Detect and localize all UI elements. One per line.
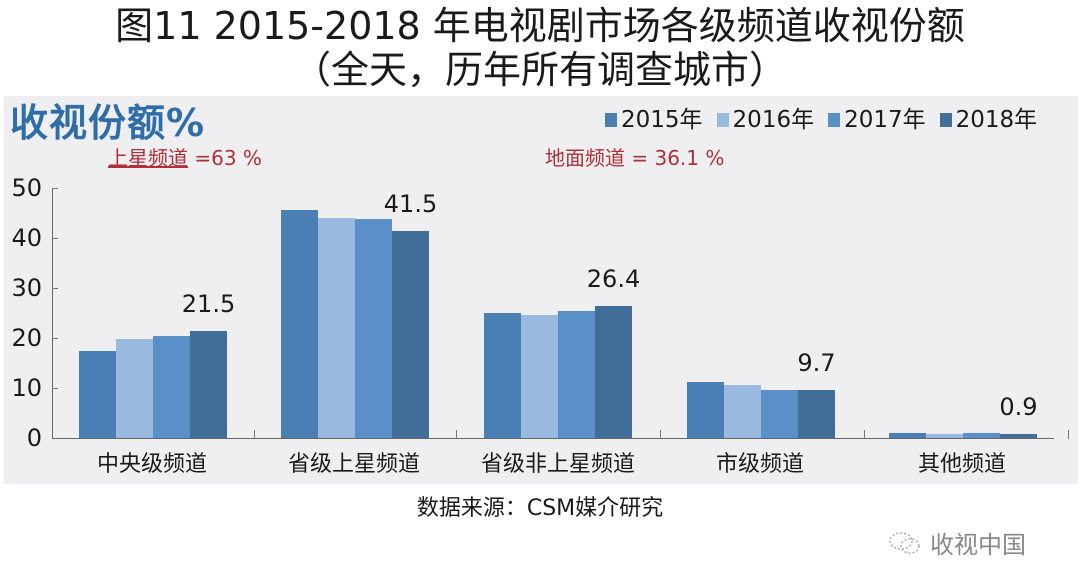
y-tick <box>52 288 58 289</box>
y-tick <box>52 388 58 389</box>
x-tick <box>456 430 457 439</box>
bar <box>724 385 761 438</box>
y-axis-title: 收视份额% <box>10 101 206 145</box>
data-label: 41.5 <box>383 189 438 218</box>
y-tick <box>52 188 58 189</box>
legend-label: 2018年 <box>955 107 1038 133</box>
legend-item-2017: 2017年 <box>828 106 926 134</box>
legend-item-2018: 2018年 <box>939 106 1038 134</box>
bar <box>558 311 595 438</box>
x-category-label: 中央级频道 <box>96 452 207 477</box>
y-tick-label: 50 <box>11 174 42 202</box>
watermark: 收视中国 <box>888 525 1026 560</box>
terrestrial-note-value: = 36.1 % <box>625 146 725 170</box>
bar <box>889 433 926 438</box>
bar <box>687 382 724 438</box>
legend-swatch-icon <box>716 113 729 127</box>
bar <box>761 390 798 438</box>
y-tick <box>52 338 58 339</box>
y-tick <box>52 238 58 239</box>
legend-item-2015: 2015年 <box>605 106 703 134</box>
legend-swatch-icon <box>828 113 841 127</box>
chart-subtitle: （全天，历年所有调查城市） <box>292 48 787 92</box>
data-source: 数据来源：CSM媒介研究 <box>416 496 664 521</box>
bar <box>963 433 1000 438</box>
x-tick <box>254 430 255 439</box>
y-tick-label: 40 <box>11 224 42 252</box>
bar <box>926 433 963 438</box>
data-label: 9.7 <box>797 348 836 377</box>
bar <box>484 313 521 438</box>
legend: 2015年 2016年 2017年 2018年 <box>605 106 1037 134</box>
x-tick <box>660 430 661 439</box>
bar <box>116 339 153 438</box>
bar <box>392 230 429 438</box>
bar <box>798 389 835 438</box>
legend-label: 2015年 <box>621 107 703 133</box>
wechat-icon <box>889 531 920 554</box>
satellite-note: 上星频道 =63 % <box>108 146 262 170</box>
data-label: 26.4 <box>586 265 641 293</box>
y-tick-label: 0 <box>26 424 42 452</box>
x-category-label: 市级频道 <box>715 452 804 477</box>
bar <box>355 219 392 438</box>
bar <box>153 336 190 438</box>
x-category-label: 其他频道 <box>917 452 1006 477</box>
terrestrial-note: 地面频道 = 36.1 % <box>545 146 724 170</box>
y-tick-label: 30 <box>11 274 42 302</box>
x-axis-line <box>52 438 1054 439</box>
legend-label: 2016年 <box>732 107 815 133</box>
bar <box>521 315 558 438</box>
bar <box>190 330 227 438</box>
x-category-label: 省级上星频道 <box>287 452 420 477</box>
legend-item-2016: 2016年 <box>716 106 815 134</box>
bar <box>318 218 355 438</box>
legend-swatch-icon <box>939 113 952 127</box>
data-label: 21.5 <box>181 289 236 318</box>
chart-title: 图11 2015-2018 年电视剧市场各级频道收视份额 <box>115 4 965 48</box>
bar <box>281 210 318 438</box>
data-label: 0.9 <box>999 392 1038 421</box>
satellite-note-label: 上星频道 <box>108 146 188 170</box>
x-tick <box>864 430 865 439</box>
legend-label: 2017年 <box>844 107 926 133</box>
y-tick-label: 10 <box>11 374 42 402</box>
y-axis-line <box>52 188 53 438</box>
legend-swatch-icon <box>605 113 617 127</box>
x-tick <box>1068 430 1069 439</box>
terrestrial-note-label: 地面频道 <box>545 146 625 170</box>
bar <box>595 306 632 438</box>
x-category-label: 省级非上星频道 <box>480 452 635 477</box>
y-tick-label: 20 <box>11 324 42 352</box>
bar <box>79 351 116 438</box>
bar <box>1000 433 1037 438</box>
watermark-text: 收视中国 <box>930 531 1026 559</box>
satellite-note-value: =63 % <box>188 146 262 170</box>
